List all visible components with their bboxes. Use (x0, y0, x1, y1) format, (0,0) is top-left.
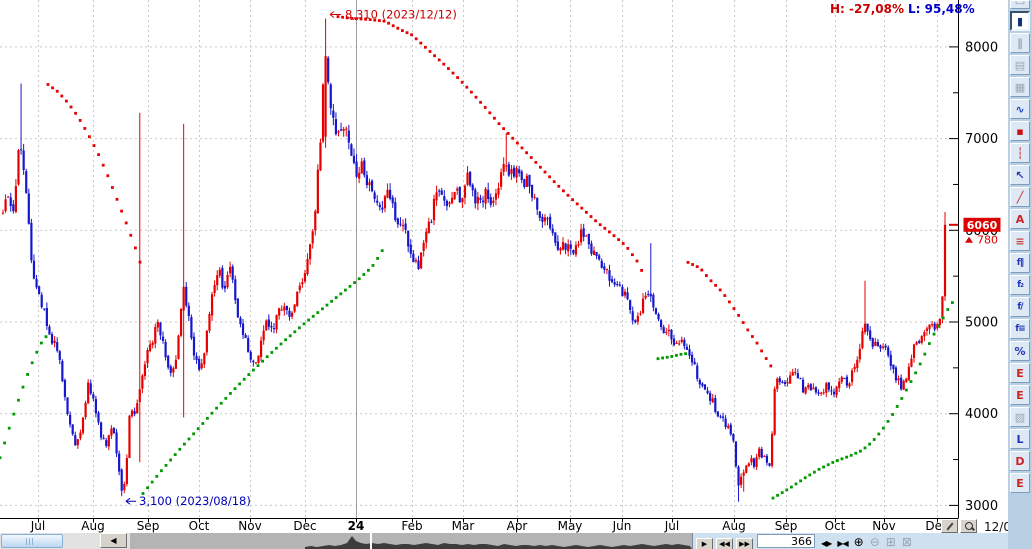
rewind-button[interactable]: ◀◀ (716, 538, 733, 549)
month-label: Jun (612, 519, 632, 533)
pencil-icon (945, 521, 954, 531)
grid-view-icon: ⊞ (885, 534, 896, 549)
month-label: Aug (81, 519, 104, 533)
high-annotation: 8,310 (2023/12/12) (345, 7, 457, 21)
month-label: Dec (293, 519, 316, 533)
month-label: Feb (401, 519, 422, 533)
percent-scale-button[interactable]: % (1010, 341, 1030, 361)
range-percent-label: L: 95,48% (908, 2, 975, 16)
month-label: Oct (825, 519, 846, 533)
formula-bars-button[interactable]: f‖ (1010, 253, 1030, 273)
y-tick-label: 7000 (965, 132, 998, 147)
month-label: Apr (507, 519, 528, 533)
dashed-line-button[interactable]: ┆ (1010, 143, 1030, 163)
formula-list-button[interactable]: f≡ (1010, 319, 1030, 339)
scroll-left-button[interactable]: ◀ (100, 533, 127, 548)
nav-buttons: ▶ ◀◀ ▶▶ (693, 531, 753, 549)
event-marker-button[interactable]: E (1010, 473, 1030, 493)
up-triangle-icon (965, 236, 973, 243)
month-label: Mar (452, 519, 475, 533)
month-label: Jul (30, 519, 45, 533)
zoom-out-icon: ⊖ (869, 534, 880, 549)
indicator-list-button[interactable]: ≡ (1010, 231, 1030, 251)
y-tick-label: 4000 (965, 407, 998, 422)
nav-icons: ◀▶ ▶◀ ⊕ ⊖ ⊞ ⊠ (815, 531, 912, 549)
trendline-tool-button[interactable]: ╱ (1010, 187, 1030, 207)
log-scale-button[interactable]: L (1010, 429, 1030, 449)
magnifier-icon (964, 522, 973, 530)
zoom-in-icon[interactable]: ⊕ (853, 534, 864, 549)
x-axis: Jul Aug Sep Oct Nov Dec 24 Feb Mar Apr May Jun Jul Au… (0, 518, 958, 533)
right-toolbar: ▭ ▮ ∥ ▤ ▦ ∿ ▪ ┆ ↖ ╱ A ≡ f‖ f₂ f/f≡% E E ▨ L D E (1008, 0, 1032, 549)
formula-2-button[interactable]: f₂ (1010, 275, 1030, 295)
minimap-silhouette (305, 536, 692, 549)
elliott-down-button[interactable]: E (1010, 385, 1030, 405)
step-forward-button[interactable]: ▶ (696, 538, 713, 549)
annotations: 8,310 (2023/12/12) 3,100 (2023/08/18) H: -… (125, 2, 975, 508)
pointer-tool-button[interactable]: ↖ (1010, 165, 1030, 185)
month-label: Jul (664, 519, 679, 533)
minimap-cursor[interactable] (370, 533, 372, 549)
bar-count-input[interactable] (757, 534, 815, 548)
collapse-range-icon[interactable]: ▶◀ (837, 538, 848, 548)
month-label: May (558, 519, 583, 533)
fast-forward-button[interactable]: ▶▶ (736, 538, 753, 549)
grid-lines (0, 0, 958, 519)
month-label: Nov (872, 519, 895, 533)
formula-edit-button[interactable]: f/ (1010, 297, 1030, 317)
low-annotation: 3,100 (2023/08/18) (139, 494, 251, 508)
data-window-button[interactable]: D (1010, 451, 1030, 471)
range-percent-label: H: -27,08% (830, 2, 904, 16)
nav-cluster: ▶◀◀▶▶ ◀▶ ▶◀ ⊕ ⊖ ⊞ ⊠ (692, 533, 1009, 549)
multi-chart-button[interactable]: ▦ (1010, 77, 1030, 97)
scrollbar-thumb[interactable] (1, 534, 63, 548)
bar-chart-button[interactable]: ∥ (1010, 33, 1030, 53)
stamp-button[interactable]: ▨ (1010, 407, 1030, 427)
candle-chart-button[interactable]: ▮ (1010, 11, 1030, 31)
expand-range-icon[interactable]: ◀▶ (821, 538, 832, 548)
candlestick-chart[interactable]: Jul Aug Sep Oct Nov Dec 24 Feb Mar Apr May Jun Jul Au… (0, 0, 1008, 533)
candles-series (1, 18, 947, 502)
draw-tool-button[interactable] (941, 519, 958, 533)
month-label: Nov (238, 519, 261, 533)
dotted-trend-lines (0, 15, 954, 500)
month-label: Sep (775, 519, 798, 533)
y-tick-label: 3000 (965, 499, 998, 514)
month-label: Aug (722, 519, 745, 533)
price-change-label: 780 (977, 233, 998, 246)
chart-scrollbar[interactable]: ◀ ▶◀◀▶▶ ◀▶ ▶◀ ⊕ ⊖ ⊞ ⊠ (0, 533, 1009, 549)
dot-marker-button[interactable]: ▪ (1010, 121, 1030, 141)
close-view-icon: ⊠ (901, 534, 912, 549)
toolbar-button-partial[interactable]: ▭ (1010, 0, 1030, 9)
line-chart-button[interactable]: ∿ (1010, 99, 1030, 119)
y-tick-label: 5000 (965, 316, 998, 331)
history-minimap[interactable] (0, 533, 1008, 549)
month-label: Sep (137, 519, 160, 533)
month-label: Oct (189, 519, 210, 533)
y-axis: 300040005000600070008000 (949, 0, 998, 519)
elliott-up-button[interactable]: E (1010, 363, 1030, 383)
month-label: 24 (348, 519, 365, 533)
thumb-grip-icon (26, 538, 35, 545)
magnify-tool-button[interactable] (960, 519, 977, 533)
y-tick-label: 8000 (965, 40, 998, 55)
text-tool-button[interactable]: A (1010, 209, 1030, 229)
ohlc-chart-button[interactable]: ▤ (1010, 55, 1030, 75)
last-price-label: 6060 (967, 219, 998, 232)
